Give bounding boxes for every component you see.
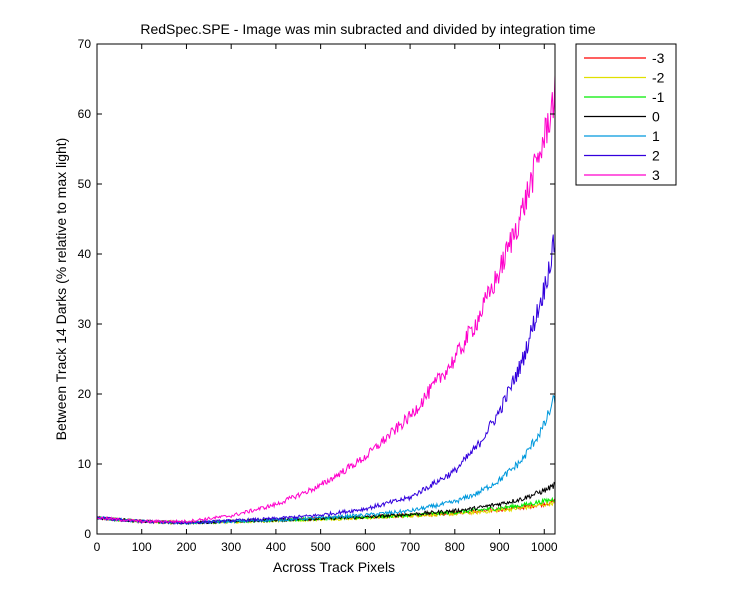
series-line-3 <box>97 75 555 524</box>
y-tick-label: 20 <box>78 387 92 401</box>
y-tick-label: 10 <box>78 457 92 471</box>
x-tick-label: 900 <box>490 540 510 554</box>
legend-label-1: 1 <box>652 128 660 144</box>
x-tick-label: 700 <box>400 540 420 554</box>
y-tick-label: 40 <box>78 247 92 261</box>
x-tick-label: 600 <box>355 540 375 554</box>
x-axis: 0 100 200 300 400 500 600 700 800 900 1000 <box>94 44 558 554</box>
legend-label-0: 0 <box>652 109 660 125</box>
x-tick-label: 1000 <box>531 540 558 554</box>
x-tick-label: 100 <box>132 540 152 554</box>
x-tick-label: 400 <box>266 540 286 554</box>
legend-label-3: 3 <box>652 167 660 183</box>
legend-box <box>575 43 677 186</box>
series-group <box>97 75 555 526</box>
chart-title: RedSpec.SPE - Image was min subracted an… <box>140 21 595 37</box>
legend-label--3: -3 <box>652 50 665 66</box>
legend-label--2: -2 <box>652 70 665 86</box>
x-tick-label: 0 <box>94 540 101 554</box>
y-tick-label: 0 <box>84 527 91 541</box>
y-axis: 0 10 20 30 40 50 60 70 <box>78 37 555 541</box>
x-tick-label: 300 <box>221 540 241 554</box>
x-tick-label: 500 <box>311 540 331 554</box>
x-axis-label: Across Track Pixels <box>273 559 395 575</box>
y-axis-label: Between Track 14 Darks (% relative to ma… <box>53 138 69 441</box>
y-tick-label: 50 <box>78 177 92 191</box>
legend-label-2: 2 <box>652 148 660 164</box>
plot-frame <box>96 43 556 535</box>
y-tick-label: 60 <box>78 107 92 121</box>
y-tick-label: 30 <box>78 317 92 331</box>
legend: -3 -2 -1 0 1 2 3 <box>575 43 677 186</box>
plot-background <box>97 44 555 534</box>
plot-area: 0 100 200 300 400 500 600 700 800 900 1000 0 10 20 30… <box>78 37 558 554</box>
y-tick-label: 70 <box>78 37 92 51</box>
x-tick-label: 200 <box>176 540 196 554</box>
legend-label--1: -1 <box>652 89 665 105</box>
x-tick-label: 800 <box>445 540 465 554</box>
